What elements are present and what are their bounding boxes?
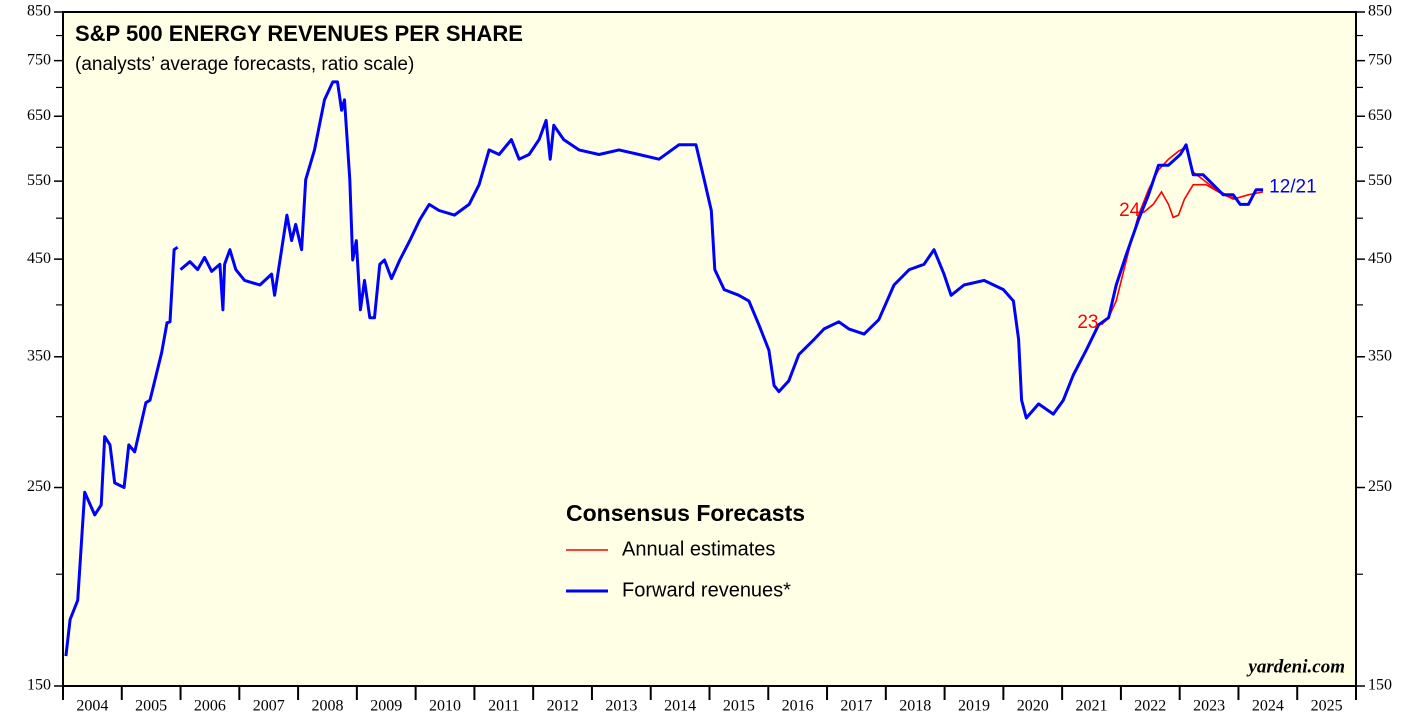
y-tick-label: 250	[27, 478, 51, 495]
x-tick-label: 2009	[370, 698, 402, 715]
x-tick-label: 2015	[723, 698, 755, 715]
x-tick-label: 2013	[605, 698, 637, 715]
x-tick-label: 2007	[253, 698, 285, 715]
legend-label: Forward revenues*	[622, 579, 791, 601]
y-tick-label: 850	[27, 3, 51, 20]
x-tick-label: 2023	[1193, 698, 1225, 715]
x-tick-label: 2008	[311, 698, 343, 715]
annual-estimate-line	[1142, 183, 1264, 219]
legend-label: Annual estimates	[622, 538, 775, 560]
x-tick-label: 2005	[135, 698, 167, 715]
y-tick-label: 350	[27, 347, 51, 364]
y-tick-label: 250	[1368, 478, 1392, 495]
x-tick-label: 2021	[1076, 698, 1108, 715]
y-tick-label: 850	[1368, 3, 1392, 20]
end-label: 12/21	[1269, 177, 1317, 198]
legend-title: Consensus Forecasts	[566, 500, 805, 526]
line-label: 24	[1119, 200, 1141, 221]
y-tick-label: 150	[1368, 677, 1392, 694]
y-tick-label: 750	[27, 51, 51, 68]
x-tick-label: 2022	[1134, 698, 1166, 715]
plot-layer	[64, 80, 1264, 657]
plot-background	[63, 12, 1356, 686]
x-tick-label: 2024	[1252, 698, 1284, 715]
x-tick-label: 2012	[547, 698, 579, 715]
y-tick-label: 450	[1368, 250, 1392, 267]
y-tick-label: 750	[1368, 51, 1392, 68]
y-tick-label: 450	[27, 250, 51, 267]
x-tick-label: 2011	[488, 698, 519, 715]
source: yardeni.com	[1246, 656, 1345, 677]
y-tick-label: 550	[1368, 172, 1392, 189]
x-tick-label: 2019	[958, 698, 990, 715]
x-tick-label: 2017	[840, 698, 872, 715]
chart-subtitle: (analysts’ average forecasts, ratio scal…	[75, 54, 414, 75]
x-tick-label: 2020	[1017, 698, 1049, 715]
x-tick-label: 2006	[194, 698, 226, 715]
y-tick-label: 550	[27, 172, 51, 189]
y-tick-label: 650	[1368, 107, 1392, 124]
y-tick-label: 650	[27, 107, 51, 124]
x-tick-label: 2010	[429, 698, 461, 715]
chart-title: S&P 500 ENERGY REVENUES PER SHARE	[75, 21, 523, 46]
forward-revenues-line	[64, 80, 1264, 657]
y-tick-label: 350	[1368, 347, 1392, 364]
x-tick-label: 2025	[1311, 698, 1343, 715]
x-tick-label: 2014	[664, 698, 696, 715]
y-tick-label: 150	[27, 677, 51, 694]
line-label: 23	[1077, 312, 1098, 333]
x-tick-label: 2016	[782, 698, 814, 715]
x-tick-label: 2018	[899, 698, 931, 715]
x-tick-label: 2004	[76, 698, 108, 715]
